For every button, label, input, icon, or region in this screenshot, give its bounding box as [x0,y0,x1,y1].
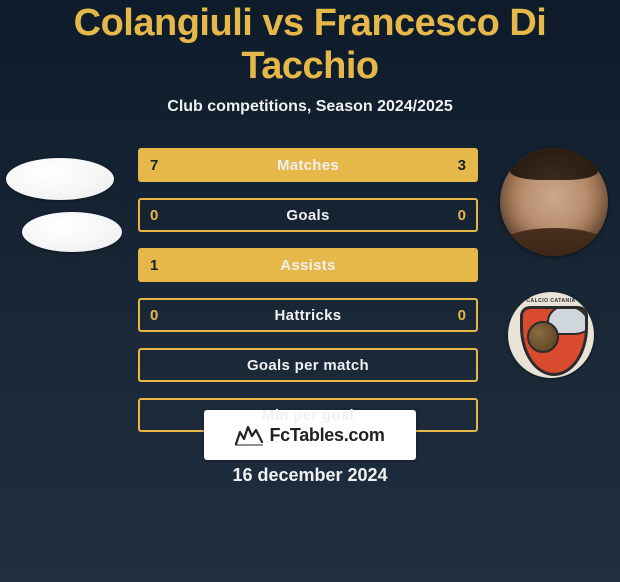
stat-label: Goals [140,200,476,230]
stat-row: Min per goal [138,398,478,432]
comparison-content: CALCIO CATANIA Matches73Goals00Assists10… [0,144,620,444]
page-title: Colangiuli vs Francesco Di Tacchio [0,2,620,88]
stat-value-right: 3 [458,150,466,180]
stat-label: Hattricks [140,300,476,330]
stat-row: Goals per match [138,348,478,382]
stat-value-left: 1 [150,250,158,280]
stat-label: Goals per match [140,350,476,380]
stat-row: Goals0 0 [138,198,478,232]
club-right-crest: CALCIO CATANIA [508,292,594,378]
page-subtitle: Club competitions, Season 2024/2025 [0,98,620,116]
stat-row: Assists1 0 [138,248,478,282]
stat-row: Matches7 3 [138,148,478,182]
stat-value-right: 0 [458,250,466,280]
comparison-bars: Matches73Goals00Assists10Hattricks00Goal… [138,148,478,448]
player-left-photo-placeholder [6,158,114,200]
stat-value-left: 0 [150,200,158,230]
stat-label: Min per goal [140,400,476,430]
stat-label: Matches [140,150,476,180]
crest-text: CALCIO CATANIA [508,298,594,304]
stat-value-right: 0 [458,200,466,230]
date-label: 16 december 2024 [0,465,620,486]
stat-value-right: 0 [458,300,466,330]
player-right-photo [500,148,608,256]
stat-label: Assists [140,250,476,280]
crest-ball-icon [527,321,559,353]
crest-shield [520,306,588,376]
stat-row: Hattricks0 0 [138,298,478,332]
stat-value-left: 0 [150,300,158,330]
stat-value-left: 7 [150,150,158,180]
club-left-crest-placeholder [22,212,122,252]
